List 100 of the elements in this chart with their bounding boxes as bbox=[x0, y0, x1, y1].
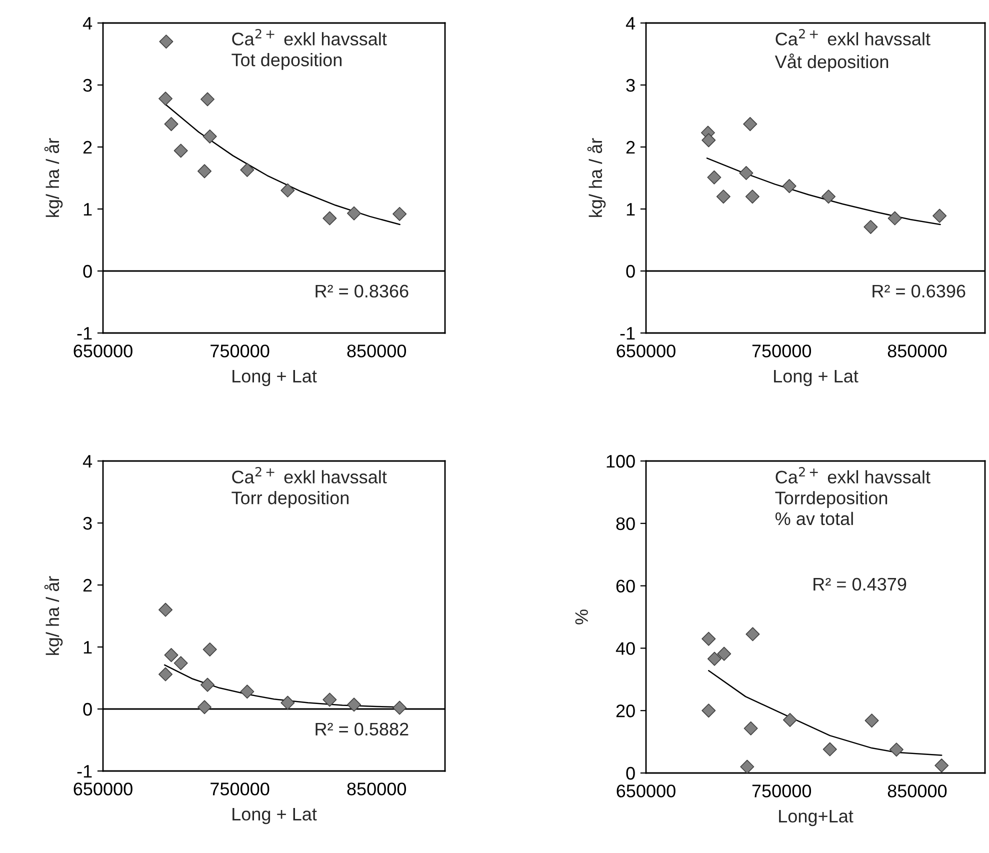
annotation: Ca$^{2+}$ exkl havssalt Tot deposition bbox=[232, 28, 387, 70]
point bbox=[822, 190, 836, 204]
y-tick-label: 0 bbox=[83, 264, 92, 278]
annotation: Ca$^{2+}$ exkl havssalt Torrdeposition % av total bbox=[775, 467, 930, 526]
y-tick-label: -1 bbox=[77, 327, 92, 340]
point bbox=[889, 742, 904, 757]
point bbox=[702, 704, 716, 718]
point bbox=[200, 92, 215, 106]
point bbox=[280, 183, 295, 198]
y-tick-label: -1 bbox=[620, 327, 635, 340]
point bbox=[888, 211, 902, 226]
y-tick-label: 100 bbox=[606, 454, 635, 468]
point bbox=[240, 162, 254, 177]
annotation: R² = 0.8366 bbox=[316, 284, 408, 298]
x-tick-label: 650000 bbox=[616, 344, 676, 358]
point bbox=[864, 714, 879, 728]
y-tick-label: 4 bbox=[82, 455, 92, 468]
y-tick-label: 0 bbox=[626, 264, 635, 278]
x-tick-label: 750000 bbox=[210, 782, 270, 796]
point bbox=[164, 117, 178, 132]
line-series bbox=[708, 670, 942, 756]
y-tick-label: 2 bbox=[83, 578, 92, 592]
x-tick-label: 850000 bbox=[888, 344, 947, 358]
point bbox=[864, 220, 878, 234]
x-tick-label: 750000 bbox=[752, 344, 812, 358]
point bbox=[159, 34, 174, 49]
y-tick-label: -1 bbox=[77, 765, 92, 778]
point bbox=[197, 164, 212, 178]
y-tick-label: 4 bbox=[626, 17, 636, 30]
y-axis-title: kg/ ha / år bbox=[44, 576, 63, 655]
point bbox=[739, 166, 754, 180]
y-tick-label: 40 bbox=[616, 642, 635, 655]
y-axis-title: kg/ ha / år bbox=[44, 138, 63, 217]
point bbox=[746, 627, 760, 642]
point bbox=[716, 190, 730, 204]
point bbox=[164, 648, 178, 662]
x-tick-label: 650000 bbox=[74, 782, 132, 796]
x-axis-title: Long + Lat bbox=[232, 370, 317, 386]
point bbox=[322, 211, 337, 226]
y-tick-label: 3 bbox=[626, 78, 635, 92]
x-tick-label: 650000 bbox=[616, 784, 676, 798]
point bbox=[702, 133, 716, 148]
point bbox=[743, 117, 758, 132]
point bbox=[202, 642, 217, 656]
x-tick-label: 850000 bbox=[347, 344, 406, 358]
point bbox=[347, 698, 362, 712]
annotation: Ca$^{2+}$ exkl havssalt Torr deposition bbox=[232, 466, 387, 508]
point bbox=[158, 602, 173, 617]
point bbox=[158, 667, 173, 682]
y-tick-label: 2 bbox=[83, 140, 92, 154]
x-axis-title: Long+Lat bbox=[779, 810, 854, 826]
point bbox=[783, 712, 798, 727]
annotation: R² = 0.6396 bbox=[872, 284, 966, 298]
point bbox=[392, 700, 407, 715]
annotation: R² = 0.4379 bbox=[814, 578, 906, 591]
y-tick-label: 1 bbox=[84, 203, 92, 216]
x-axis-title: Long + Lat bbox=[774, 370, 858, 386]
y-tick-label: 2 bbox=[626, 140, 635, 154]
x-tick-label: 750000 bbox=[210, 344, 270, 358]
y-tick-label: 4 bbox=[82, 17, 92, 30]
point bbox=[200, 678, 215, 692]
point bbox=[240, 684, 254, 699]
annotation: Ca$^{2+}$ exkl havssalt Våt deposition bbox=[774, 28, 930, 72]
y-tick-label: 1 bbox=[626, 203, 635, 216]
y-tick-label: 80 bbox=[616, 517, 635, 530]
y-tick-label: 0 bbox=[626, 766, 635, 780]
line-series bbox=[706, 158, 941, 226]
point bbox=[740, 760, 754, 773]
point bbox=[782, 179, 796, 194]
point bbox=[197, 700, 212, 714]
point bbox=[280, 696, 295, 710]
point bbox=[744, 721, 758, 736]
point bbox=[347, 206, 362, 220]
y-tick-label: 60 bbox=[616, 580, 635, 593]
x-tick-label: 850000 bbox=[888, 784, 947, 798]
point bbox=[932, 208, 947, 223]
y-tick-label: 3 bbox=[83, 516, 92, 530]
y-axis-title: % bbox=[575, 610, 588, 624]
point bbox=[745, 190, 760, 204]
point bbox=[702, 632, 716, 646]
point bbox=[174, 144, 188, 158]
y-tick-label: 20 bbox=[616, 704, 635, 718]
x-tick-label: 850000 bbox=[347, 782, 406, 796]
x-tick-label: 750000 bbox=[752, 784, 812, 798]
y-tick-label: 3 bbox=[83, 78, 92, 92]
point bbox=[392, 206, 407, 221]
x-tick-label: 650000 bbox=[74, 344, 132, 358]
y-tick-label: 1 bbox=[84, 641, 92, 654]
point bbox=[174, 656, 188, 670]
point bbox=[158, 92, 173, 106]
point bbox=[717, 646, 732, 661]
point bbox=[322, 692, 337, 707]
annotation: R² = 0.5882 bbox=[316, 722, 408, 736]
point bbox=[822, 742, 837, 756]
y-axis-title: kg/ ha / år bbox=[587, 138, 606, 217]
point bbox=[707, 170, 722, 184]
point bbox=[202, 129, 217, 144]
point bbox=[707, 652, 722, 666]
y-tick-label: 0 bbox=[83, 702, 92, 716]
x-axis-title: Long + Lat bbox=[232, 808, 317, 824]
